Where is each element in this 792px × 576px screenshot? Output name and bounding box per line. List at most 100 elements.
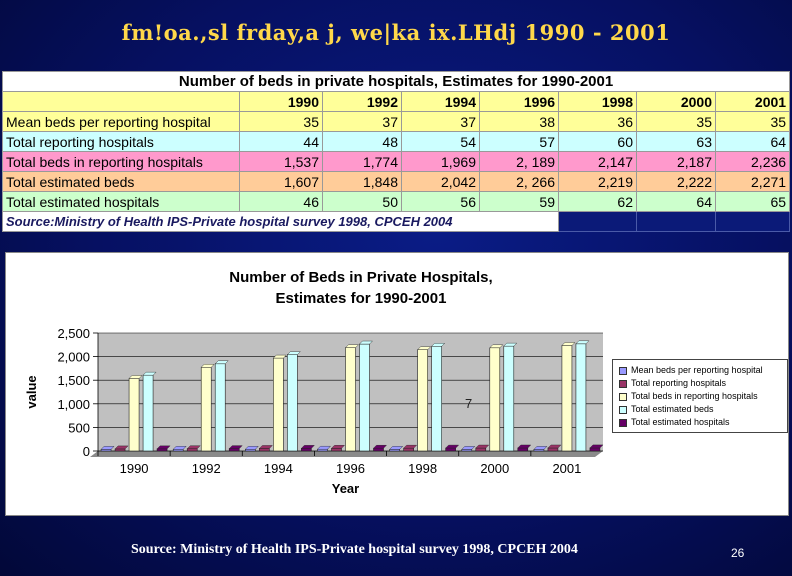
table-cell: 2,187 <box>636 151 716 172</box>
y-tick-label: 1,000 <box>57 397 90 412</box>
bar-top <box>172 446 187 450</box>
bar <box>301 448 312 452</box>
bar <box>214 363 226 452</box>
legend-swatch <box>619 392 627 401</box>
empty-cell <box>558 211 637 232</box>
table-cell: 48 <box>322 131 402 152</box>
x-tick-label: 2001 <box>552 461 581 476</box>
bar <box>431 345 442 452</box>
row-label: Total estimated hospitals <box>2 191 240 212</box>
bar <box>403 447 414 452</box>
bar <box>547 447 559 452</box>
legend-item: Total beds in reporting hospitals <box>619 391 758 401</box>
legend-label: Total reporting hospitals <box>631 378 727 388</box>
bar <box>128 378 140 452</box>
row-label: Total reporting hospitals <box>2 131 240 152</box>
y-tick-label: 1,500 <box>57 373 90 388</box>
legend-swatch <box>619 405 627 414</box>
bar-top <box>142 371 157 376</box>
table-cell: 2,236 <box>714 151 791 172</box>
table-row: Total beds in reporting hospitals 1,537 … <box>2 151 791 172</box>
bar <box>561 345 573 452</box>
chart-title-line1: Number of Beds in Private Hospitals, <box>229 269 493 286</box>
bar-top <box>114 445 129 450</box>
table-source: Source:Ministry of Health IPS-Private ho… <box>2 211 559 232</box>
table-cell: 37 <box>401 111 480 132</box>
legend-label: Total estimated beds <box>631 404 714 414</box>
bar <box>373 447 384 452</box>
table-cell: 50 <box>322 191 402 212</box>
table-title: Number of beds in private hospitals, Est… <box>1 71 791 92</box>
x-axis-label: Year <box>332 481 359 496</box>
bar-top <box>461 446 476 450</box>
bar <box>200 366 212 452</box>
bar <box>331 448 342 452</box>
bar <box>172 448 184 452</box>
bar-top <box>445 444 460 449</box>
bar-top <box>128 375 143 379</box>
bar-top <box>359 340 373 345</box>
chart-title: Number of Beds in Private Hospitals, Est… <box>206 267 516 309</box>
bar-top <box>331 445 345 449</box>
table-cell: 2,271 <box>714 171 791 192</box>
legend-label: Total estimated hospitals <box>631 417 730 427</box>
bar-chart: 0 500 1,000 1,500 2,000 2,500 1990 1992 1994 1996… <box>24 326 604 496</box>
bar <box>445 447 456 452</box>
bar-top <box>373 445 387 449</box>
table-row: Total reporting hospitals 44 48 54 57 60… <box>2 131 791 152</box>
bar-top <box>417 346 432 350</box>
table-cell: 1,607 <box>239 171 323 192</box>
table-row: Total estimated beds 1,607 1,848 2,042 2… <box>2 171 791 192</box>
table-cell: 35 <box>239 111 323 132</box>
table-cell: 1,848 <box>322 171 402 192</box>
table-cell: 62 <box>558 191 637 212</box>
table-cell: 56 <box>401 191 480 212</box>
legend-item: Mean beds per reporting hospital <box>619 365 763 375</box>
bar-top <box>156 445 171 450</box>
chart-title-line2: Estimates for 1990-2001 <box>275 290 447 307</box>
y-axis-label: value <box>24 375 39 408</box>
table-row: Mean beds per reporting hospital 35 37 3… <box>2 111 791 132</box>
year-header: 1998 <box>558 91 637 112</box>
row-label: Total estimated beds <box>2 171 240 192</box>
x-tick-label: 1990 <box>120 461 149 476</box>
bar-top <box>186 445 201 449</box>
plot-floor <box>90 451 603 457</box>
legend-swatch <box>619 418 627 427</box>
bar <box>389 449 400 452</box>
table-cell: 44 <box>239 131 323 152</box>
year-header: 1994 <box>401 91 480 112</box>
bar <box>461 449 473 452</box>
legend-swatch <box>619 366 627 375</box>
table-cell: 1,774 <box>322 151 402 172</box>
bar-top <box>561 342 576 346</box>
bar-top <box>431 343 446 347</box>
table-cell: 35 <box>636 111 716 132</box>
table-cell: 36 <box>558 111 637 132</box>
empty-cell <box>636 211 716 232</box>
legend-swatch <box>619 379 627 388</box>
bar <box>575 343 587 452</box>
bar <box>317 448 328 452</box>
chart-panel: 0 500 1,000 1,500 2,000 2,500 1990 1992 1994 1996… <box>5 252 789 516</box>
table-cell: 54 <box>401 131 480 152</box>
bar <box>345 347 356 452</box>
table-cell: 63 <box>636 131 716 152</box>
bar <box>475 447 487 452</box>
table-cell: 64 <box>636 191 716 212</box>
bar <box>245 448 256 452</box>
slide-title: fm!oa.,sl frday,a j, we|ka ix.LHdj 1990 … <box>121 20 671 45</box>
legend-item: Total reporting hospitals <box>619 378 726 388</box>
bar <box>259 448 270 452</box>
bar-top <box>489 344 504 348</box>
year-header: 1990 <box>239 91 323 112</box>
table-cell: 59 <box>479 191 559 212</box>
bar-top <box>244 446 259 450</box>
y-tick-label: 500 <box>68 420 90 435</box>
x-tick-label: 1996 <box>336 461 365 476</box>
bar-top <box>589 444 604 449</box>
table-cell: 1,969 <box>401 151 480 172</box>
x-tick-label: 1992 <box>192 461 221 476</box>
table-cell: 46 <box>239 191 323 212</box>
bar <box>287 354 298 452</box>
